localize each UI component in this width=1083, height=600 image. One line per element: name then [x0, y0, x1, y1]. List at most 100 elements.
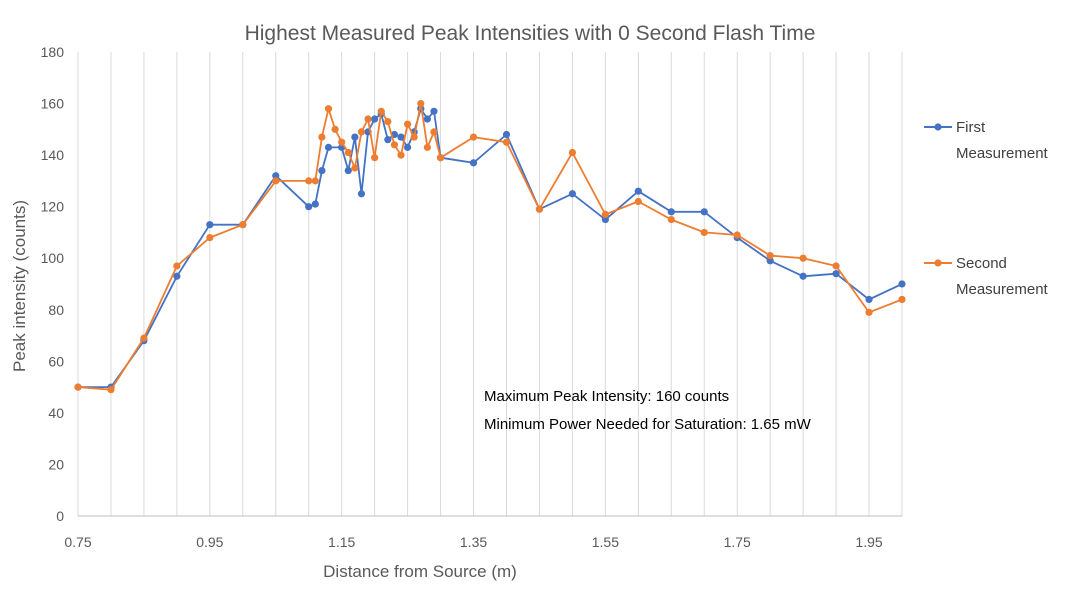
data-point — [766, 257, 774, 265]
data-point — [423, 143, 431, 151]
x-tick-label: 1.35 — [460, 534, 487, 550]
legend-label: Second — [956, 255, 1007, 272]
data-point — [417, 99, 425, 108]
data-point — [733, 231, 741, 239]
data-point — [140, 334, 148, 342]
y-tick-label: 60 — [48, 353, 64, 369]
legend: First Measurement Second Measurement — [924, 119, 1049, 298]
data-point — [324, 105, 333, 113]
data-point — [832, 270, 840, 278]
data-point — [272, 177, 280, 185]
data-point — [799, 272, 807, 280]
data-point — [364, 115, 372, 123]
y-tick-label: 180 — [41, 44, 65, 60]
data-point — [206, 221, 214, 229]
y-tick-label: 140 — [41, 147, 65, 163]
data-point — [601, 215, 609, 224]
y-tick-label: 80 — [48, 302, 64, 318]
data-point — [634, 187, 642, 195]
x-tick-label: 1.95 — [855, 534, 882, 550]
data-point — [423, 115, 431, 123]
legend-label: Measurement — [956, 145, 1049, 162]
data-point — [634, 197, 642, 206]
data-point — [318, 166, 326, 175]
y-tick-label: 120 — [41, 199, 65, 215]
data-point — [206, 234, 214, 242]
annotation-min-power: Minimum Power Needed for Saturation: 1.6… — [484, 416, 812, 433]
y-axis-title: Peak intensity (counts) — [10, 200, 29, 372]
data-point — [799, 254, 807, 262]
data-point — [371, 154, 379, 162]
data-point — [667, 208, 675, 216]
y-tick-label: 100 — [41, 250, 65, 266]
data-point — [436, 154, 445, 162]
legend-swatch-marker — [934, 259, 942, 267]
gridlines — [77, 52, 903, 516]
data-point — [766, 252, 774, 260]
data-point — [107, 386, 115, 394]
data-point — [338, 138, 346, 146]
data-point — [311, 200, 319, 208]
data-point — [502, 130, 511, 139]
data-point — [430, 107, 438, 115]
data-point — [318, 133, 326, 141]
data-point — [74, 383, 82, 391]
data-point — [384, 118, 392, 126]
data-point — [469, 133, 478, 141]
data-point — [384, 136, 392, 144]
data-point — [357, 190, 366, 198]
series-2 — [74, 99, 906, 394]
data-point — [404, 120, 412, 128]
data-point — [344, 148, 352, 157]
data-point — [898, 280, 906, 288]
data-point — [311, 177, 319, 185]
data-point — [568, 148, 577, 157]
data-point — [397, 151, 405, 159]
y-tick-label: 0 — [56, 508, 64, 524]
data-point — [305, 203, 313, 211]
data-point — [410, 133, 418, 141]
data-point — [239, 221, 247, 229]
data-point — [351, 164, 359, 172]
data-point — [700, 208, 708, 216]
legend-entry-1: First Measurement — [924, 119, 1049, 162]
data-point — [371, 115, 379, 123]
axes: 0 20 40 60 80 100 120 140 160 180 0.75 0.95 1.15 1.35… — [41, 44, 902, 550]
legend-label: Measurement — [956, 281, 1049, 298]
data-point — [898, 295, 906, 304]
x-tick-label: 0.95 — [196, 534, 223, 550]
data-point — [377, 107, 385, 115]
data-point — [865, 295, 873, 304]
x-tick-label: 1.15 — [328, 534, 355, 550]
data-point — [324, 143, 333, 151]
data-series — [74, 99, 906, 394]
data-point — [568, 190, 577, 198]
x-tick-label: 1.75 — [724, 534, 751, 550]
data-point — [173, 262, 181, 270]
data-point — [404, 143, 412, 151]
legend-swatch-marker — [934, 123, 942, 131]
data-point — [344, 166, 352, 175]
data-point — [865, 308, 873, 316]
data-point — [331, 125, 339, 133]
data-point — [502, 138, 511, 146]
data-point — [535, 205, 544, 213]
data-point — [430, 128, 438, 136]
data-point — [469, 159, 478, 167]
x-tick-label: 1.55 — [592, 534, 619, 550]
data-point — [397, 133, 405, 141]
data-point — [390, 141, 399, 149]
data-point — [351, 133, 359, 141]
y-tick-label: 40 — [48, 405, 64, 421]
series-line — [77, 102, 903, 391]
data-point — [173, 272, 181, 280]
x-axis-title: Distance from Source (m) — [323, 562, 517, 581]
y-tick-label: 160 — [41, 96, 65, 112]
legend-label: First — [956, 119, 986, 136]
data-point — [700, 228, 708, 237]
legend-entry-2: Second Measurement — [924, 255, 1049, 298]
annotation-max-intensity: Maximum Peak Intensity: 160 counts — [484, 388, 729, 405]
data-point — [667, 215, 675, 224]
x-tick-label: 0.75 — [64, 534, 91, 550]
